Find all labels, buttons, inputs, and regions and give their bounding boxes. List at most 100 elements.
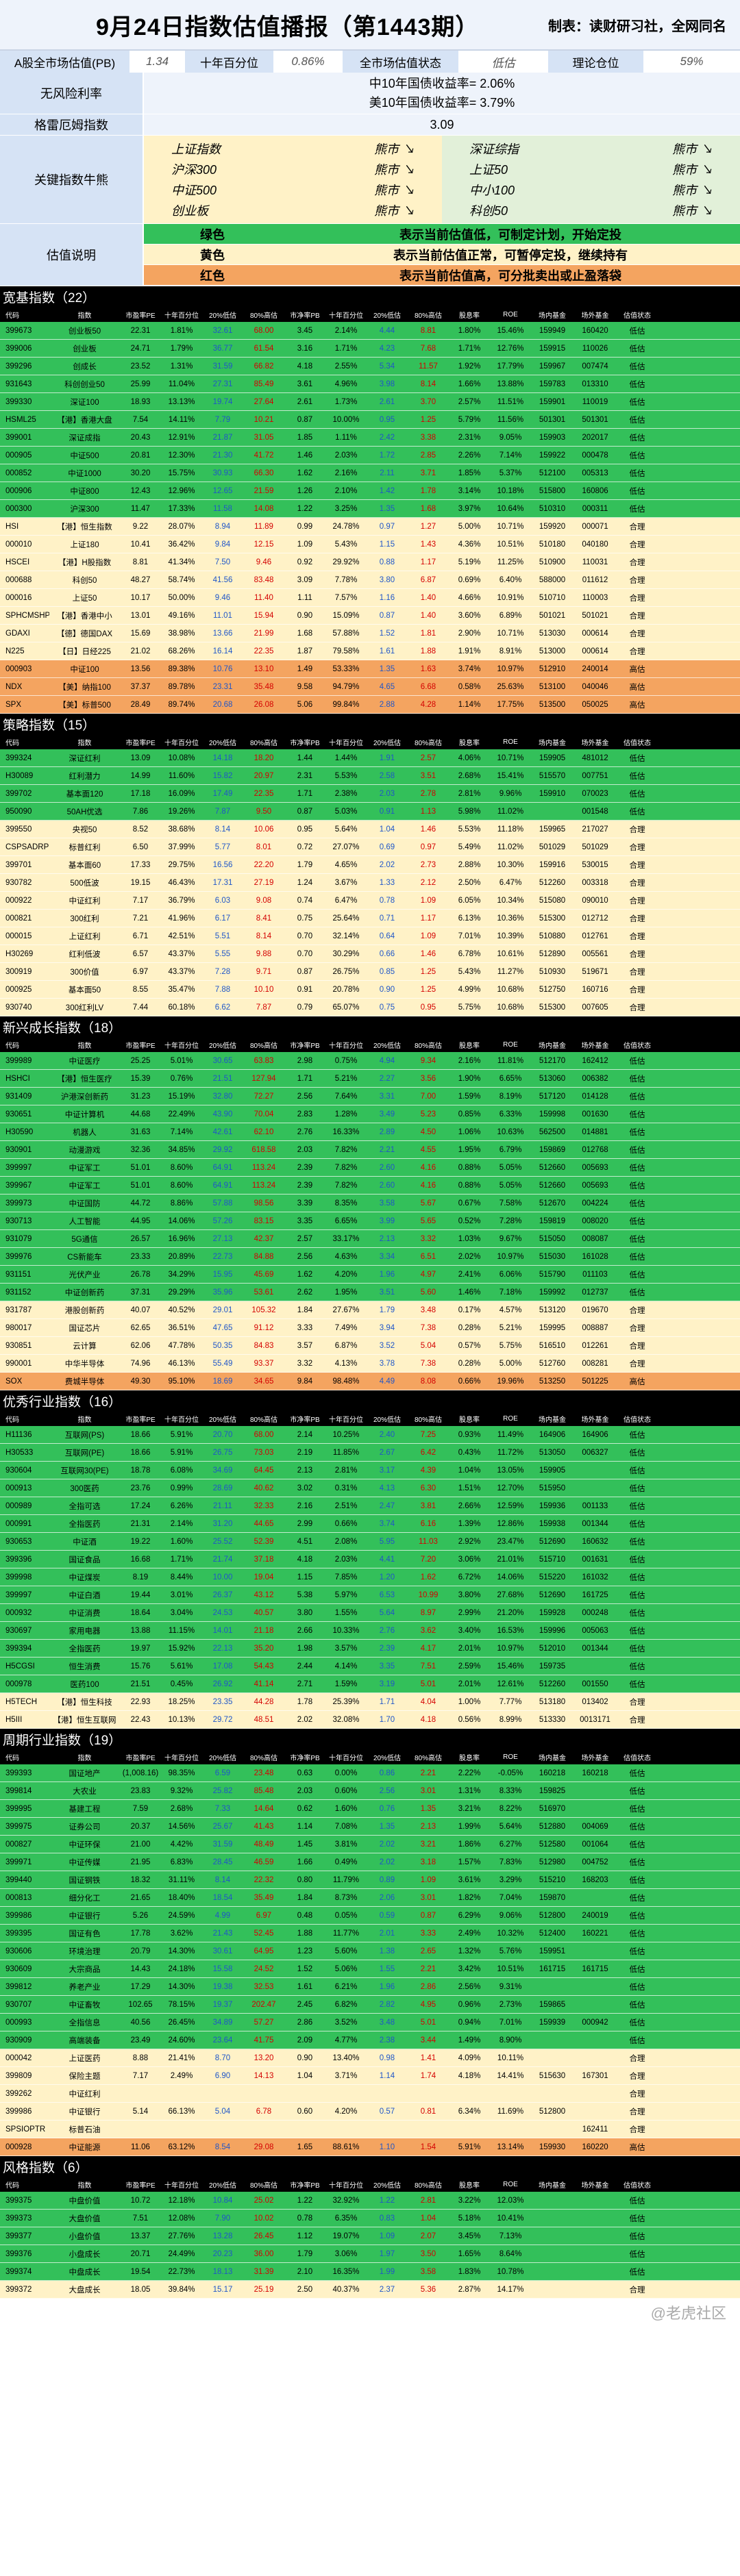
table-cell: 512690 <box>539 1590 566 1599</box>
table-cell: 35.48 <box>254 682 274 691</box>
table-cell: 399394 <box>5 1644 32 1653</box>
table-row: 000932 中证消费 18.64 3.04% 24.53 40.57 3.80 1.55% 5… <box>0 1604 740 1622</box>
table-cell: 1.22 <box>297 504 313 513</box>
table-cell: 001548 <box>582 807 608 816</box>
table-cell: 20.70 <box>212 1430 233 1439</box>
table-cell: 4.36% <box>458 540 481 549</box>
table-cell: 000300 <box>5 504 32 513</box>
table-row: SOX 费城半导体 49.30 95.10% 18.69 34.65 9.84 98.48% 4… <box>0 1373 740 1390</box>
table-cell: 低估 <box>629 1555 645 1564</box>
table-cell: 1.65 <box>297 2142 313 2151</box>
table-cell: 0.69% <box>458 575 481 584</box>
table-cell: 12.03% <box>497 2196 524 2205</box>
table-cell: 55.49 <box>212 1359 233 1368</box>
table-cell: 8.86% <box>170 1199 193 1208</box>
table-cell: 1.70 <box>379 1715 395 1724</box>
table-cell: 1.96 <box>379 1270 395 1279</box>
table-cell: 7.17 <box>132 2071 149 2080</box>
table-cell: 全指医药 <box>69 1645 101 1653</box>
table-cell: 18.32 <box>130 1875 151 1884</box>
column-header: 十年百分位 <box>329 1042 363 1050</box>
table-cell: 83.48 <box>254 575 274 584</box>
table-cell: 1.71 <box>379 1697 395 1706</box>
table-cell: 0.85% <box>458 1110 481 1118</box>
table-cell: 2.60 <box>379 1181 395 1190</box>
table-cell: 10.78% <box>497 2267 524 2276</box>
table-cell: 000913 <box>5 1484 32 1492</box>
pb-label: A股全市场估值(PB) <box>0 51 130 73</box>
table-cell: 2.89 <box>379 1127 395 1136</box>
table-cell: 399976 <box>5 1252 32 1261</box>
table-cell: 合理 <box>629 1342 645 1351</box>
table-cell: 000827 <box>5 1840 32 1849</box>
table-cell: 399330 <box>5 397 32 406</box>
table-cell: 1.22 <box>297 2196 313 2205</box>
table-cell: 3.06% <box>334 2249 358 2258</box>
table-row: 399395 国证有色 17.78 3.62% 21.43 52.45 1.88 11.77%… <box>0 1925 740 1942</box>
column-header: 20%低估 <box>373 312 401 320</box>
table-cell: 0.91 <box>379 807 395 816</box>
column-header: 市净率PB <box>290 2181 320 2190</box>
table-cell: 950090 <box>5 807 32 816</box>
table-cell: 29.92% <box>332 558 360 566</box>
table-cell: 7.17 <box>132 896 149 905</box>
table-cell: 2.99 <box>297 1519 313 1528</box>
table-cell: 4.18 <box>297 1555 313 1564</box>
table-cell: 007474 <box>582 362 608 371</box>
table-row: 000827 中证环保 21.00 4.42% 31.59 48.49 1.45 3.81% 2… <box>0 1836 740 1853</box>
table-cell: 低估 <box>629 1253 645 1262</box>
market-summary: A股全市场估值(PB) 1.34 十年百分位 0.86% 全市场估值状态 低估 … <box>0 51 740 73</box>
table-cell: 399440 <box>5 1875 32 1884</box>
table-cell: 0.67% <box>458 1199 481 1208</box>
table-cell: 2.08% <box>334 1537 358 1546</box>
column-header: 股息率 <box>459 1042 480 1050</box>
table-cell: 15.17 <box>212 2285 233 2294</box>
table-cell: 17.49 <box>212 789 233 798</box>
table-cell: 000614 <box>582 647 608 655</box>
table-cell: 14.64 <box>254 1804 274 1813</box>
table-cell: 47.78% <box>168 1341 195 1350</box>
table-cell: 481012 <box>582 753 608 762</box>
table-cell: 29.01 <box>212 1305 233 1314</box>
table-cell: 中证100 <box>70 665 99 674</box>
table-cell: 9.08 <box>256 896 272 905</box>
table-cell: 1.31% <box>458 1786 481 1795</box>
table-cell: 512260 <box>539 878 566 887</box>
table-cell: 004224 <box>582 1199 608 1208</box>
table-cell: 513030 <box>539 629 566 638</box>
table-cell: 9.05% <box>499 433 522 442</box>
table-cell: 2.38% <box>334 789 358 798</box>
table-cell: 4.06% <box>458 753 481 762</box>
table-cell: 【美】标普500 <box>58 701 111 710</box>
bullbear-index-name: 上证指数 <box>171 142 221 156</box>
table-row: 000922 中证红利 7.17 36.79% 6.03 9.08 0.74 6.47% 0.7… <box>0 892 740 910</box>
table-cell: 94.79% <box>332 682 360 691</box>
table-cell: 510310 <box>539 504 566 513</box>
table-cell: 168203 <box>582 1875 608 1884</box>
table-cell: 399673 <box>5 326 32 335</box>
table-cell: 1.59% <box>458 1092 481 1101</box>
table-cell: 1.44 <box>297 753 313 762</box>
table-cell: 513250 <box>539 1377 566 1386</box>
table-cell: 513120 <box>539 1305 566 1314</box>
table-cell: 3.74% <box>458 664 481 673</box>
table-cell: 6.87 <box>420 575 436 584</box>
table-cell: 38.68% <box>168 825 195 834</box>
table-cell: 7.82% <box>334 1163 358 1172</box>
table-cell: 1.84 <box>297 1893 313 1902</box>
table-cell: 512580 <box>539 1840 566 1849</box>
table-cell: 20.78% <box>332 985 360 994</box>
table-cell: 19.38 <box>212 1982 233 1991</box>
table-cell: 0.49% <box>334 1858 358 1866</box>
table-cell: 3.01% <box>170 1590 193 1599</box>
table-cell: 1.60% <box>334 1804 358 1813</box>
table-cell: 10.68% <box>497 1003 524 1012</box>
table-cell: 240014 <box>582 664 608 673</box>
table-cell: 31.63 <box>130 1127 151 1136</box>
table-cell: 4.18% <box>458 2071 481 2080</box>
table-cell: 10.02 <box>254 2214 274 2223</box>
table-cell: HSI <box>5 522 19 531</box>
table-cell: 证券公司 <box>69 1823 101 1831</box>
table-cell: 港股创新药 <box>64 1306 105 1315</box>
bullbear-index-name: 沪深300 <box>171 163 217 177</box>
